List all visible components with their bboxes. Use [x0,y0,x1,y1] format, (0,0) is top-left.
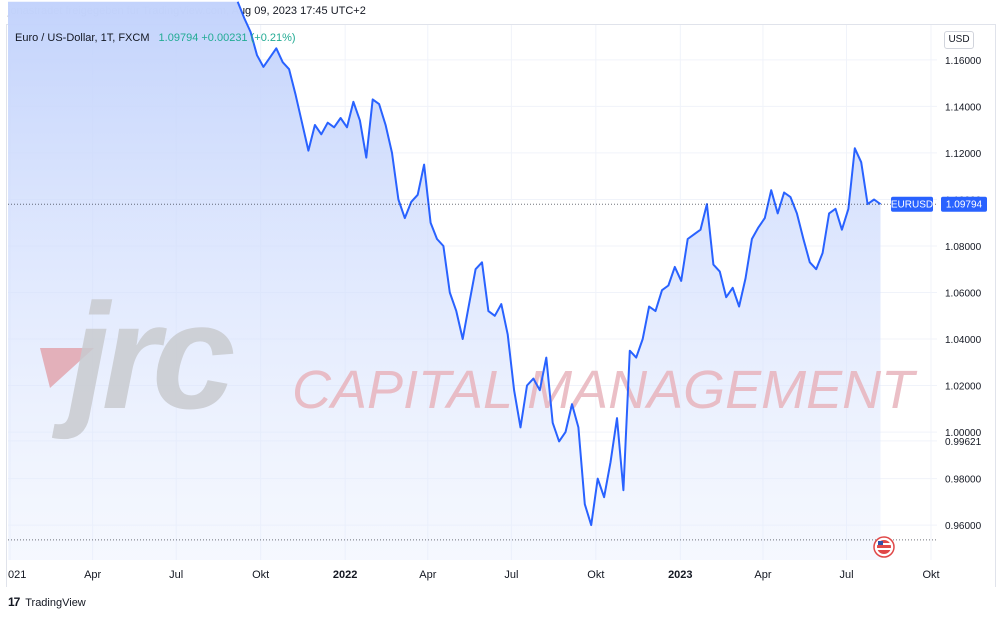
last-price-tag: EURUSD 1.09794 [891,196,987,212]
watermark-text: CAPITAL MANAGEMENT [292,360,918,420]
legend-symbol: Euro / US-Dollar, 1T, FXCM [15,32,150,44]
y-tick-label: 1.00000 [945,428,982,439]
price-area [8,1,881,560]
x-tick-label: Apr [84,569,101,581]
watermark-arrow-icon [40,348,94,388]
x-tick-label: 2023 [668,569,692,581]
y-tick-label: 1.14000 [945,102,982,113]
y-tick-label: 0.99621 [945,437,982,448]
y-tick-label: 1.12000 [945,149,982,160]
footer-brand: TradingView [25,597,86,609]
y-tick-label: 1.06000 [945,289,982,300]
price-tag-symbol: EURUSD [891,200,933,211]
currency-button[interactable]: USD [944,31,974,49]
chart-legend[interactable]: Euro / US-Dollar, 1T, FXCM 1.09794 +0.00… [15,32,296,44]
price-axis[interactable]: 1.160001.140001.120001.100001.080001.060… [945,56,982,532]
x-tick-label: Okt [252,569,269,581]
y-tick-label: 0.98000 [945,475,982,486]
x-tick-label: Apr [754,569,771,581]
price-line [236,1,882,527]
us-flag-icon[interactable] [873,536,895,558]
x-tick-label: Okt [922,569,939,581]
x-tick-label: 021 [8,569,26,581]
x-tick-label: Jul [839,569,853,581]
x-tick-label: Okt [587,569,604,581]
legend-values: 1.09794 +0.00231 (+0.21%) [158,32,296,44]
watermark: jrc CAPITAL MANAGEMENT [40,272,918,440]
chart-frame[interactable] [6,24,996,587]
x-tick-label: 2022 [333,569,357,581]
price-tag-value: 1.09794 [946,200,983,211]
y-tick-label: 0.96000 [945,521,982,532]
y-tick-label: 1.02000 [945,382,982,393]
footer: 17 TradingView [8,595,86,609]
y-tick-label: 1.04000 [945,335,982,346]
tradingview-logo-icon: 17 [8,595,20,609]
time-axis[interactable]: 021 Apr Jul Okt 2022 Apr Jul Okt 2023 Apr Jul Okt [8,569,940,581]
x-tick-label: Jul [169,569,183,581]
x-tick-label: Apr [419,569,436,581]
y-tick-label: 1.08000 [945,242,982,253]
x-tick-label: Jul [504,569,518,581]
y-tick-label: 1.16000 [945,56,982,67]
watermark-logo: jrc [51,272,234,440]
